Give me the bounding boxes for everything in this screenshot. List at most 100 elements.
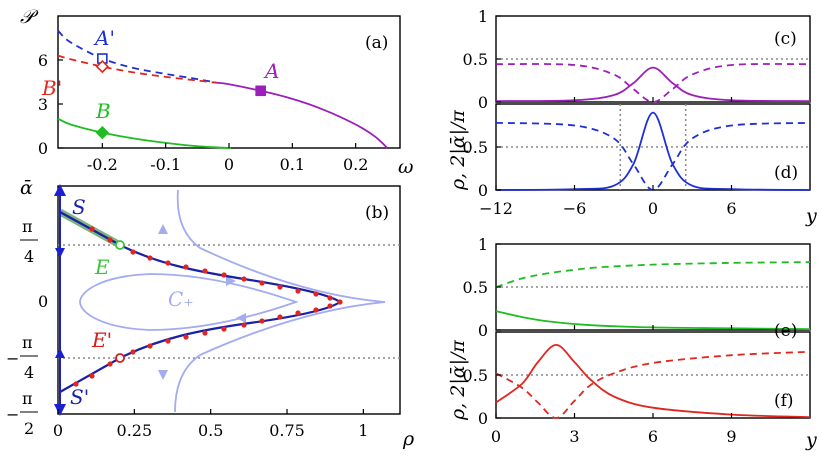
- panel-a-xtick-label-1: -0.1: [150, 155, 181, 174]
- panel-a-marker-2: [95, 59, 109, 74]
- panel-f-xtick-label-1: 3: [569, 427, 579, 446]
- panel-b-label: (b): [365, 203, 389, 223]
- panel-d-xtick-label-2: 0: [648, 199, 658, 218]
- panel-a-ytick-label-2: 6: [38, 51, 48, 70]
- arrow-outer-up: [158, 224, 168, 234]
- panel-f-xtick-label-3: 9: [726, 427, 736, 446]
- orbit-dot-29: [73, 381, 79, 387]
- label-s-prime: S': [70, 385, 89, 409]
- panel-c-series-0: [495, 66, 811, 102]
- marker-label-a-prime: A': [93, 26, 115, 50]
- xlabel-f: y: [805, 429, 817, 451]
- marker-label-b: B: [95, 99, 111, 123]
- orbit-dot-12: [313, 291, 319, 297]
- orbit-dot-10: [277, 284, 283, 290]
- panel-b-xtick-label-2: 0.5: [198, 421, 223, 440]
- panel-a-series-3: [57, 117, 231, 149]
- panel-a: -0.2 -0.1 0 0.1 0.2 0 3 6 (a) 𝒫 ω A' B' B A: [20, 6, 414, 178]
- panel-c-ytick-label-2: 1: [478, 7, 488, 26]
- panel-f-ytick-label-1: 0.5: [463, 366, 488, 385]
- panel-d-xtick-label-3: 6: [726, 199, 736, 218]
- orbit-dot-28: [89, 373, 95, 379]
- orbit-dot-5: [183, 264, 189, 270]
- panel-d: 0 0.5 −12 −6 0 6 (d): [463, 103, 811, 218]
- panel-e-ytick-label-1: 0.5: [463, 278, 488, 297]
- panel-f-xtick-label-0: 0: [491, 427, 501, 446]
- orbit-dot-17: [295, 310, 301, 316]
- panel-a-xtick-label-4: 0.2: [343, 155, 368, 174]
- panel-a-yticks: 0 3 6: [38, 51, 63, 158]
- orbit-dot-11: [295, 288, 301, 294]
- panel-a-marker-0: [255, 85, 266, 97]
- panel-a-label: (a): [365, 33, 388, 53]
- orbit-dot-4: [165, 260, 171, 266]
- orbit-dot-23: [183, 334, 189, 340]
- orbit-dot-2: [130, 249, 136, 255]
- panel-d-xtick-label-0: −12: [479, 199, 513, 218]
- ytick-four-den-2: 4: [24, 363, 34, 382]
- label-e-prime: E': [91, 328, 112, 352]
- ytick-pi-num-3: π: [22, 389, 33, 408]
- ytick-pi-num: π: [22, 217, 33, 236]
- panel-a-xticks: -0.2 -0.1 0 0.1 0.2: [87, 143, 368, 174]
- arrow-outer-down: [158, 370, 168, 380]
- panel-a-series-2: [57, 54, 217, 84]
- panel-a-series-0: [216, 81, 388, 149]
- panel-a-xtick-label-2: 0: [224, 155, 234, 174]
- panel-f-series-1: [495, 350, 811, 419]
- arrow-cplus-left: [236, 313, 246, 323]
- c-plus-orbit: [79, 273, 299, 331]
- ytick-pi-num-2: π: [22, 333, 33, 352]
- orbit-dot-19: [259, 318, 265, 324]
- panel-a-series-1: [57, 30, 217, 84]
- label-e: E: [94, 255, 110, 279]
- ytick-two-den: 2: [24, 419, 34, 438]
- panel-e-ytick-label-2: 1: [478, 235, 488, 254]
- label-c-plus: C₊: [168, 287, 194, 311]
- panel-f-xtick-label-2: 6: [648, 427, 658, 446]
- right-panels: 0 0.5 1 (c) 0 0.5 −12 −6 0 6 (d) 0 0.5 1 (e) 0 0.5 0 3 6 9 (f…: [463, 7, 811, 446]
- panel-d-ytick-label-0: 0: [478, 181, 488, 200]
- orbit-dot-27: [107, 361, 113, 367]
- marker-label-b-prime: B': [41, 76, 62, 100]
- panel-b: E E' S S' C₊ (b) 0 0.25 0.5 0.75 1 ρ ᾱ π 4 0…: [6, 177, 415, 450]
- orbit-dot-14: [337, 299, 343, 305]
- label-s: S: [72, 195, 86, 219]
- panel-d-series-1: [495, 122, 811, 191]
- orbit-dot-15: [327, 303, 333, 309]
- panel-a-xtick-label-0: -0.2: [87, 155, 118, 174]
- orbit-dot-1: [107, 237, 113, 243]
- panel-c-series-1: [495, 63, 811, 103]
- panel-b-xtick-label-4: 1: [358, 421, 368, 440]
- ytick-minus-1: −: [6, 349, 19, 368]
- orbit-dot-0: [89, 226, 95, 232]
- orbit-dot-24: [165, 338, 171, 344]
- main-orbit-dots: [73, 226, 343, 387]
- marker-e-prime: [115, 353, 125, 363]
- panel-b-xtick-label-0: 0: [53, 421, 63, 440]
- panel-b-xtick-label-1: 0.25: [117, 421, 153, 440]
- panel-c-ytick-label-1: 0.5: [463, 50, 488, 69]
- panel-a-markers: [95, 53, 266, 140]
- ytick-minus-2: −: [6, 405, 19, 424]
- panel-a-curves: [57, 30, 388, 149]
- panel-d-ytick-label-1: 0.5: [463, 138, 488, 157]
- orbit-dot-8: [241, 276, 247, 282]
- panel-b-xtick-label-3: 0.75: [269, 421, 305, 440]
- panel-e-series-1: [495, 261, 811, 288]
- panel-a-xlabel: ω: [398, 156, 414, 178]
- xlabel-d: y: [805, 205, 817, 227]
- panel-e: 0 0.5 1 (e): [463, 235, 811, 341]
- panel-c-label: (c): [774, 29, 797, 49]
- orbit-dot-9: [259, 280, 265, 286]
- panel-a-ytick-label-1: 3: [38, 95, 48, 114]
- orbit-dot-21: [221, 326, 227, 332]
- orbit-dot-26: [130, 349, 136, 355]
- panel-a-ylabel: 𝒫: [20, 6, 39, 28]
- orbit-dot-22: [202, 330, 208, 336]
- panel-c-ytick-label-0: 0: [478, 93, 488, 112]
- marker-label-a: A: [263, 59, 279, 83]
- panel-f-ytick-label-0: 0: [478, 409, 488, 428]
- panel-b-xlabel: ρ: [402, 428, 415, 450]
- orbit-dot-16: [313, 307, 319, 313]
